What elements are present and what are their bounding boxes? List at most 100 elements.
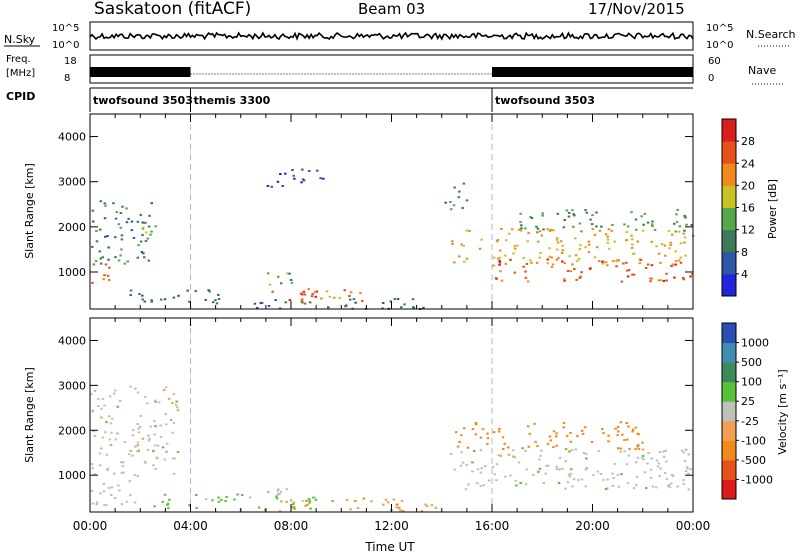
data-cell [548, 255, 551, 258]
data-cell [482, 484, 486, 487]
data-cell [625, 231, 629, 234]
data-cell [584, 485, 587, 488]
data-cell [112, 202, 115, 205]
data-cell [139, 415, 142, 417]
data-cell [664, 449, 667, 452]
data-cell [635, 461, 638, 464]
data-cell [517, 228, 520, 231]
data-cell [217, 496, 220, 499]
colorbar-swatch [722, 163, 736, 186]
freq-right-tick-high: 60 [708, 56, 721, 67]
data-cell [535, 225, 538, 228]
data-cell [256, 306, 259, 309]
data-cell [462, 182, 466, 185]
power-colorbar-label: Power [dB] [766, 179, 779, 239]
data-cell [488, 479, 491, 482]
data-cell [668, 247, 671, 250]
data-cell [168, 498, 171, 501]
data-cell [545, 464, 548, 467]
data-cell [625, 422, 628, 424]
data-cell [458, 255, 461, 258]
data-cell [138, 293, 141, 296]
data-cell [597, 450, 600, 453]
data-cell [519, 212, 522, 215]
data-cell [452, 204, 456, 207]
data-cell [420, 510, 424, 513]
data-cell [101, 436, 105, 439]
data-cell [108, 279, 111, 281]
data-cell [285, 500, 288, 503]
data-cell [641, 456, 644, 459]
data-cell [659, 279, 663, 282]
data-cell [311, 292, 314, 295]
data-cell [133, 474, 136, 477]
data-cell [153, 444, 157, 447]
data-cell [462, 244, 465, 247]
data-cell [333, 296, 336, 299]
data-cell [480, 238, 483, 241]
data-cell [536, 227, 540, 230]
data-cell [578, 276, 582, 279]
data-cell [498, 261, 502, 264]
data-cell [119, 254, 122, 257]
data-cell [177, 294, 180, 297]
data-cell [137, 244, 140, 247]
data-cell [308, 301, 312, 304]
data-cell [125, 221, 129, 224]
data-cell [524, 450, 527, 452]
noise-panel: N.Sky 10^5 10^0 10^5 10^0 N.Search [4, 21, 796, 51]
data-cell [524, 270, 527, 273]
data-cell [684, 254, 687, 257]
data-cell [590, 441, 594, 443]
data-cell [519, 229, 523, 232]
x-tick-label: 00:00 [676, 519, 711, 533]
data-cell [527, 445, 531, 448]
data-cell [527, 232, 530, 235]
data-cell [682, 483, 686, 486]
x-tick-label: 00:00 [73, 519, 108, 533]
data-cell [293, 507, 296, 510]
data-cell [541, 212, 544, 215]
data-cell [571, 263, 574, 266]
data-cell [361, 299, 364, 302]
data-cell [635, 228, 638, 231]
data-cell [92, 430, 96, 433]
data-cell [626, 269, 629, 272]
colorbar-tick-label: 20 [741, 179, 755, 192]
data-cell [646, 263, 650, 266]
data-cell [331, 500, 334, 502]
data-cell [278, 492, 281, 495]
data-cell [288, 272, 291, 275]
data-cell [173, 457, 176, 460]
data-cell [539, 252, 542, 254]
data-cell [384, 498, 388, 501]
data-cell [641, 448, 645, 451]
data-cell [171, 402, 174, 404]
data-cell [500, 228, 503, 230]
data-cell [141, 221, 144, 224]
data-cell [107, 415, 111, 418]
cpid-mode-label: themis 3300 [194, 94, 271, 107]
data-cell [627, 425, 630, 428]
data-cell [578, 222, 582, 225]
data-cell [106, 467, 109, 470]
data-cell [524, 276, 528, 279]
data-cell [613, 462, 616, 465]
data-cell [175, 400, 178, 403]
freq-block-1 [90, 67, 191, 77]
data-cell [91, 502, 95, 505]
data-cell [233, 498, 236, 501]
data-cell [159, 436, 163, 438]
data-cell [589, 266, 592, 269]
data-cell [630, 234, 633, 237]
data-cell [110, 494, 113, 496]
y-tick-label: 4000 [58, 334, 86, 347]
data-cell [584, 209, 587, 212]
data-cell [147, 225, 151, 228]
data-cell [535, 261, 539, 264]
data-cell [601, 262, 605, 265]
data-cell [676, 485, 679, 488]
data-cell [583, 426, 587, 429]
beam-title: Beam 03 [358, 0, 425, 18]
data-cell [636, 456, 640, 459]
